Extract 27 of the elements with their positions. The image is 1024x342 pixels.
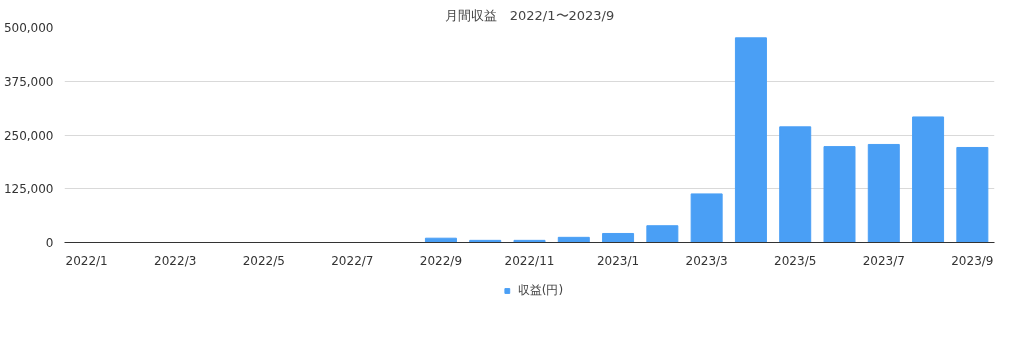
bar bbox=[956, 146, 989, 243]
y-tick-label: 125,000 bbox=[3, 182, 54, 197]
bar bbox=[734, 37, 767, 243]
bar bbox=[912, 116, 945, 243]
legend-label: 収益(円) bbox=[517, 281, 564, 299]
y-tick-label: 250,000 bbox=[3, 128, 54, 143]
bar bbox=[779, 126, 812, 243]
x-tick-label: 2022/11 bbox=[504, 253, 555, 268]
x-tick-label: 2023/3 bbox=[685, 253, 728, 268]
x-tick-label: 2023/1 bbox=[596, 253, 640, 268]
x-tick-label: 2022/3 bbox=[154, 253, 197, 268]
x-tick-label: 2022/5 bbox=[242, 253, 285, 268]
x-tick-label: 2022/7 bbox=[331, 253, 374, 268]
x-tick-label: 2023/5 bbox=[774, 253, 817, 268]
chart-title: 月間収益 2022/1〜2023/9 bbox=[444, 7, 615, 23]
y-tick-label: 500,000 bbox=[3, 21, 54, 35]
bar bbox=[823, 146, 856, 243]
bar bbox=[646, 225, 679, 243]
x-tick-label: 2022/9 bbox=[419, 253, 463, 268]
bar bbox=[690, 193, 723, 243]
y-tick-label: 0 bbox=[45, 236, 54, 250]
x-tick-label: 2022/1 bbox=[65, 253, 108, 268]
x-tick-label: 2023/7 bbox=[862, 253, 905, 268]
x-tick-label: 2023/9 bbox=[951, 253, 994, 268]
bar bbox=[602, 232, 635, 243]
y-tick-label: 375,000 bbox=[3, 74, 54, 89]
bar bbox=[867, 143, 900, 243]
